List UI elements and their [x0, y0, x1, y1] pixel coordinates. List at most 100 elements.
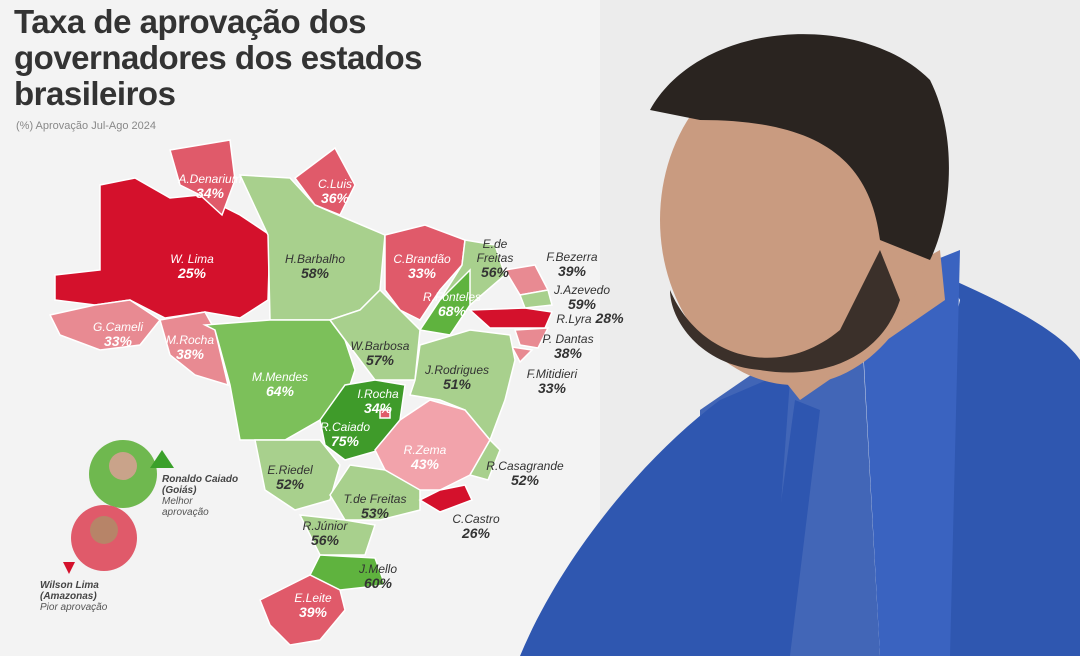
state-label: R.Casagrande 52%	[486, 459, 563, 487]
state-label: R.Zema 43%	[404, 443, 447, 471]
governor-name: H.Barbalho	[284, 252, 346, 266]
down-arrow	[63, 562, 75, 574]
legend-icons	[63, 440, 174, 574]
approval: 33%	[103, 333, 133, 349]
state-label: P. Dantas 38%	[542, 332, 593, 360]
governor-name: W. Lima	[170, 252, 214, 266]
lapel-right	[860, 250, 960, 656]
governor-name: W.Barbosa	[350, 339, 410, 353]
governor-name: F.Mitidieri	[526, 367, 578, 381]
state	[384, 224, 466, 321]
approval: 38%	[553, 345, 583, 361]
state-label: W.Barbosa 57%	[351, 339, 410, 367]
state-label: R.Fonteles 68%	[423, 290, 481, 318]
governor-name: R.Lyra	[556, 312, 592, 326]
state-label: A.Denarium 34%	[178, 172, 241, 200]
state-label: J.Rodrigues 51%	[425, 363, 489, 391]
approval: 75%	[330, 433, 360, 449]
approval: 52%	[275, 476, 305, 492]
governor-name: F.Bezerra	[546, 250, 598, 264]
title: Taxa de aprovação dos governadores dos e…	[14, 3, 422, 112]
approval: 68%	[437, 303, 467, 319]
approval: 53%	[360, 505, 390, 521]
state	[513, 327, 550, 349]
state-label: C.Luis 36%	[318, 177, 352, 205]
approval: 39%	[557, 263, 587, 279]
approval: 52%	[510, 472, 540, 488]
legend-name: Ronaldo Caiado (Goiás)	[162, 474, 239, 496]
approval: 38%	[175, 346, 205, 362]
state	[308, 554, 387, 591]
governor-name: E.Leite	[294, 591, 332, 605]
state-label: T.de Freitas 53%	[344, 492, 407, 520]
governor-name: P. Dantas	[542, 332, 594, 346]
approval: 43%	[410, 456, 440, 472]
governor-name: R.Caiado	[319, 420, 371, 434]
governor-name: M.Rocha	[165, 333, 215, 347]
state-label: J.Azevedo 59%	[554, 283, 610, 311]
governor-name: R.Fonteles	[422, 290, 482, 304]
state	[468, 307, 554, 329]
up-arrow	[150, 450, 174, 468]
approval: 58%	[300, 265, 330, 281]
state	[159, 311, 230, 387]
state	[418, 268, 471, 336]
legend-caption: Melhor aprovação	[162, 496, 209, 518]
approval: 39%	[298, 604, 328, 620]
approval: 34%	[363, 400, 393, 416]
subtitle: (%) Aprovação Jul-Ago 2024	[16, 120, 157, 132]
governor-name: J.Mello	[358, 562, 398, 576]
governor-name: C.Brandão	[393, 252, 451, 266]
approval: 56%	[310, 532, 340, 548]
approval: 33%	[407, 265, 437, 281]
approval: 33%	[537, 380, 567, 396]
approval: 26%	[461, 525, 491, 541]
governor-name: J.Rodrigues	[424, 363, 490, 377]
approval: 60%	[363, 575, 393, 591]
approval: 28%	[595, 310, 624, 326]
state-label: M.Rocha 38%	[166, 333, 214, 361]
state	[518, 289, 553, 309]
state-label: W. Lima 25%	[170, 252, 214, 280]
governor-name: E.Riedel	[267, 463, 313, 477]
state-label: R.Caiado 75%	[320, 420, 370, 448]
state	[379, 409, 391, 419]
face	[90, 516, 118, 544]
map	[48, 139, 554, 646]
governor-name: J.Azevedo	[553, 283, 611, 297]
state	[510, 346, 534, 364]
state	[259, 574, 346, 646]
state	[468, 438, 501, 481]
state	[418, 484, 474, 513]
legend-caption: Pior aprovação	[40, 602, 108, 613]
hair	[650, 34, 949, 260]
approval: 51%	[442, 376, 472, 392]
approval: 59%	[567, 296, 597, 312]
approval: 36%	[320, 190, 350, 206]
state-label: F.Bezerra 39%	[546, 250, 597, 278]
lapel	[700, 300, 880, 656]
beard	[670, 250, 900, 373]
state-label: E.Leite 39%	[294, 591, 331, 619]
state-label: E.de Freitas 56%	[470, 237, 520, 279]
approval: 64%	[265, 383, 295, 399]
state-label: H.Barbalho 58%	[285, 252, 345, 280]
state	[328, 288, 421, 381]
face	[109, 452, 137, 480]
state-label: C.Brandão 33%	[393, 252, 450, 280]
governor-name: T.de Freitas	[343, 492, 407, 506]
state	[48, 299, 162, 351]
state-label: R.Lyra 28%	[556, 311, 623, 326]
governor-name: R.Casagrande	[486, 459, 564, 473]
state-label: F.Mitidieri 33%	[527, 367, 577, 395]
governor-name: A.Denarium	[178, 172, 242, 186]
state	[169, 139, 236, 217]
legend-worst: Wilson Lima (Amazonas) Pior aprovação	[40, 580, 120, 613]
state-label: R.Júnior 56%	[303, 519, 348, 547]
governor-name: M.Mendes	[251, 370, 309, 384]
governor-name: C.Luis	[317, 177, 353, 191]
state-label: C.Castro 26%	[452, 512, 499, 540]
governor-name: E.de Freitas	[476, 237, 514, 265]
